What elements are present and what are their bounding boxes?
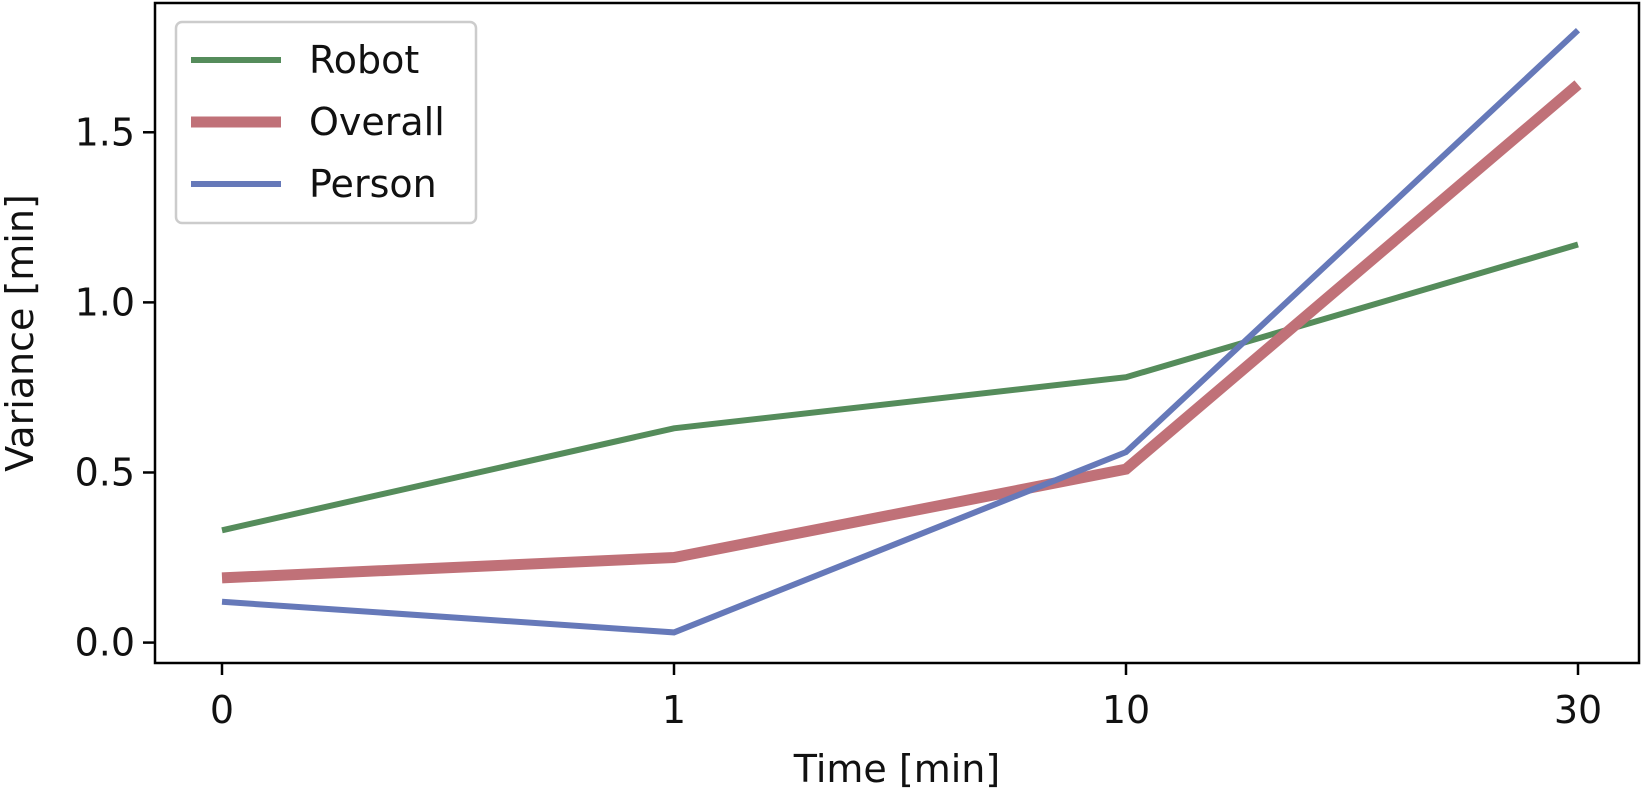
legend-label-person: Person — [309, 162, 437, 206]
legend-label-robot: Robot — [309, 38, 419, 82]
x-tick-label: 30 — [1554, 688, 1602, 732]
x-tick-label: 0 — [210, 688, 234, 732]
y-tick-label: 0.5 — [75, 450, 135, 494]
series-line-robot — [221, 241, 1579, 534]
series-layer — [221, 28, 1582, 636]
plot-area-frame — [153, 1, 1641, 665]
legend: Robot Overall Person — [174, 20, 478, 225]
legend-frame — [174, 20, 478, 225]
x-tick-label: 1 — [662, 688, 686, 732]
x-axis-label: Time [min] — [793, 747, 1000, 790]
y-axis-label: Variance [min] — [0, 194, 42, 472]
series-line-overall — [221, 80, 1582, 584]
y-tick-label: 0.0 — [75, 621, 135, 665]
x-tick-label: 10 — [1102, 688, 1150, 732]
series-line-person — [221, 28, 1581, 636]
y-tick-label: 1.5 — [75, 110, 135, 154]
y-axis: 0.0 0.5 1.0 1.5 — [75, 110, 155, 665]
x-axis: 0 1 10 30 — [210, 663, 1602, 732]
legend-label-overall: Overall — [309, 100, 445, 144]
y-tick-label: 1.0 — [75, 280, 135, 324]
